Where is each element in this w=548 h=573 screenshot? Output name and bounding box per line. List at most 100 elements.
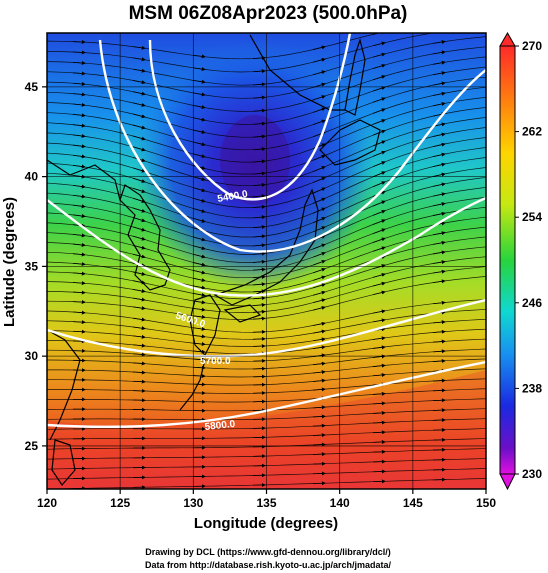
x-axis-label: Longitude (degrees) — [194, 515, 338, 532]
wind-arrow — [432, 182, 446, 187]
wind-arrow — [312, 283, 326, 289]
wind-arrow — [432, 102, 446, 107]
wind-arrow — [312, 405, 326, 410]
wind-arrow — [312, 197, 326, 204]
wind-arrow — [372, 171, 386, 178]
wind-arrow — [132, 207, 146, 213]
wind-arrow — [132, 177, 146, 183]
coastlines — [47, 34, 381, 486]
wind-arrow — [372, 345, 386, 350]
wind-arrow — [312, 329, 326, 334]
wind-arrow — [132, 102, 146, 107]
wind-arrow — [192, 270, 206, 275]
wind-arrow — [372, 401, 386, 406]
wind-arrow — [312, 217, 326, 224]
wind-arrow — [252, 171, 266, 176]
wind-arrow — [72, 262, 86, 267]
coast-sakhalin — [344, 37, 366, 116]
wind-arrow — [192, 245, 206, 251]
wind-arrow — [432, 378, 446, 383]
wind-arrow — [192, 236, 206, 242]
wind-arrow — [432, 349, 446, 354]
wind-arrow — [372, 75, 386, 81]
wind-arrow — [132, 68, 146, 73]
wind-arrow — [432, 162, 446, 168]
wind-arrow — [432, 50, 446, 55]
wind-arrow — [312, 378, 326, 383]
wind-arrow — [252, 95, 266, 100]
wind-arrow — [132, 326, 146, 331]
wind-arrow — [252, 159, 266, 164]
wind-arrow — [192, 153, 206, 159]
colorbar-gradient — [499, 45, 516, 475]
wind-arrow — [372, 309, 386, 314]
wind-arrow — [372, 336, 386, 341]
wind-arrow — [252, 267, 266, 272]
wind-arrow — [132, 253, 146, 259]
wind-arrow — [132, 135, 146, 141]
wind-arrow — [192, 307, 206, 312]
wind-arrow — [72, 329, 86, 334]
wind-arrow — [72, 290, 86, 295]
wind-arrow — [132, 124, 146, 130]
wind-arrow — [432, 388, 446, 393]
wind-arrow — [372, 140, 386, 147]
wind-arrow — [132, 289, 146, 293]
wind-arrow — [432, 132, 446, 137]
wind-arrow — [432, 142, 446, 147]
wind-arrow — [372, 209, 386, 216]
wind-arrow — [372, 363, 386, 368]
x-axis-ticks: 120 125 130 135 140 145 150 — [37, 33, 496, 510]
wind-arrow — [132, 45, 146, 50]
y-tick-label: 35 — [25, 259, 39, 273]
wind-arrow — [132, 217, 146, 223]
contour-5700 — [47, 298, 486, 358]
wind-arrow — [252, 108, 266, 113]
wind-arrow — [372, 237, 386, 243]
wind-arrow — [192, 277, 206, 283]
contour-5800 — [47, 360, 486, 429]
wind-arrow — [372, 272, 386, 278]
wind-arrow — [192, 187, 206, 193]
colorbar-tick-label: 270 — [522, 39, 542, 53]
wind-arrow — [252, 243, 266, 248]
wind-arrow — [312, 70, 326, 76]
wind-arrow — [372, 52, 386, 58]
wind-arrow — [432, 152, 446, 158]
wind-arrow — [432, 172, 446, 177]
colorbar-top-arrow — [499, 31, 516, 47]
wind-arrow — [72, 204, 86, 209]
wind-arrow — [312, 267, 326, 274]
wind-arrow — [132, 167, 146, 173]
wind-arrow — [432, 240, 446, 245]
wind-arrow — [312, 337, 326, 342]
wind-arrow — [252, 204, 266, 209]
wind-arrow — [372, 181, 386, 188]
cold-core-inner — [220, 115, 290, 205]
wind-arrow — [72, 113, 86, 118]
wind-arrow — [132, 352, 146, 357]
wind-arrow — [312, 251, 326, 258]
wind-arrow — [132, 197, 146, 203]
wind-arrow — [72, 242, 86, 247]
wind-arrow — [192, 197, 206, 203]
wind-arrow — [432, 300, 446, 305]
wind-arrow — [132, 317, 146, 322]
wind-arrow — [312, 187, 326, 194]
wind-arrow — [312, 275, 326, 281]
wind-arrow — [192, 217, 206, 223]
wind-arrow — [132, 271, 146, 276]
wind-arrow — [432, 359, 446, 364]
wind-arrow — [72, 271, 86, 276]
wind-arrow — [72, 184, 86, 189]
wind-arrow — [72, 134, 86, 138]
wind-arrow — [252, 69, 266, 74]
wind-arrow — [192, 104, 206, 110]
wind-arrow — [372, 200, 386, 207]
wind-arrow — [432, 260, 446, 265]
wind-arrow — [432, 269, 446, 274]
wind-arrow — [372, 410, 386, 415]
wind-arrow — [252, 121, 266, 126]
wind-arrow — [312, 370, 326, 375]
wind-arrow — [252, 194, 266, 199]
